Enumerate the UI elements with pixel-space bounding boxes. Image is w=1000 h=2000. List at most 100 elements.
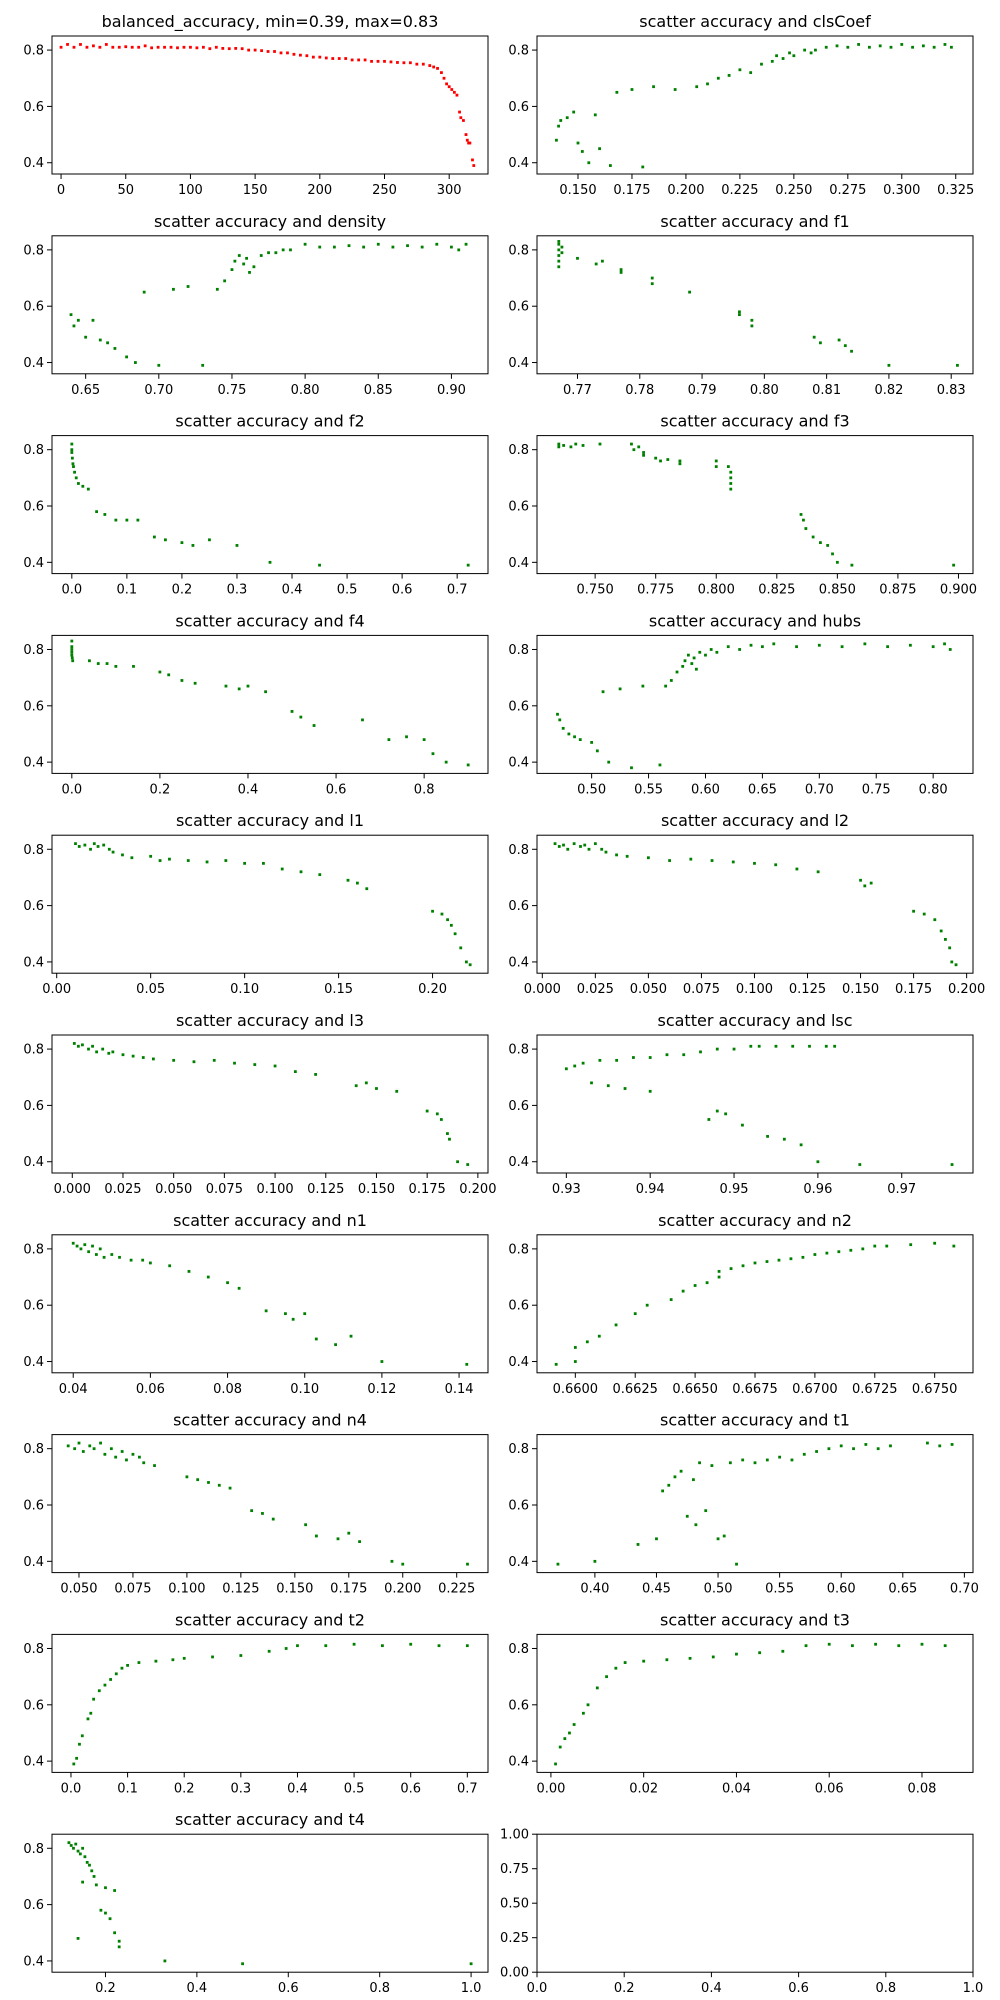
- x-tick-label: 0.100: [256, 1182, 293, 1197]
- data-point: [593, 1559, 597, 1563]
- data-point: [86, 487, 90, 491]
- data-points: [72, 1642, 469, 1766]
- x-tick-label: 0.6600: [553, 1382, 599, 1397]
- data-point: [554, 1362, 558, 1366]
- data-point: [465, 138, 469, 142]
- data-point: [67, 1841, 71, 1845]
- data-point: [69, 1844, 73, 1847]
- y-tick-label: 0.4: [508, 1755, 529, 1770]
- data-point: [568, 1731, 571, 1735]
- data-point: [760, 645, 764, 649]
- data-point: [71, 659, 75, 663]
- data-point: [91, 1044, 94, 1048]
- data-point: [681, 1289, 685, 1293]
- data-point: [214, 45, 218, 49]
- data-point: [753, 1461, 757, 1465]
- data-point: [758, 1651, 762, 1655]
- data-point: [182, 1656, 186, 1660]
- data-point: [396, 61, 399, 64]
- data-point: [70, 645, 74, 649]
- data-point: [192, 1060, 196, 1064]
- data-point: [74, 1842, 78, 1846]
- data-point: [593, 842, 597, 846]
- data-point: [274, 251, 278, 255]
- data-point: [118, 1255, 121, 1259]
- subplot-15: scatter accuracy and t1 0.40 0.45 0.50 0.55 0…: [508, 1411, 979, 1597]
- data-point: [363, 58, 367, 62]
- x-tick-label: 0.55: [634, 782, 663, 797]
- x-tick-label: 0.025: [577, 982, 614, 997]
- data-point: [88, 1444, 92, 1448]
- data-point: [580, 150, 584, 153]
- x-tick-label: 0.325: [937, 183, 974, 198]
- x-tick-label: 0.77: [563, 383, 592, 398]
- data-point: [261, 1512, 264, 1515]
- x-tick-label: 0.95: [720, 1182, 749, 1197]
- data-point: [446, 1132, 449, 1135]
- subplot-1: scatter accuracy and clsCoef 0.150 0.175 0.…: [508, 12, 974, 198]
- y-tick-label: 0.6: [23, 300, 44, 315]
- data-point: [863, 884, 867, 888]
- y-tick-label: 0.8: [23, 1642, 44, 1657]
- data-point: [817, 643, 821, 647]
- data-point: [425, 1109, 429, 1113]
- data-point: [73, 1447, 77, 1451]
- data-point: [572, 110, 576, 114]
- data-point: [109, 1678, 113, 1681]
- x-tick-label: 0.80: [750, 383, 779, 398]
- data-point: [809, 51, 813, 55]
- y-tick-label: 0.6: [508, 100, 529, 115]
- data-point: [464, 133, 468, 136]
- data-point: [271, 1517, 275, 1521]
- data-point: [750, 324, 754, 328]
- data-point: [435, 242, 439, 246]
- data-point: [572, 1723, 576, 1726]
- data-point: [952, 563, 956, 567]
- data-point: [101, 1047, 105, 1051]
- x-tick-label: 0.5: [337, 583, 358, 598]
- data-point: [642, 451, 645, 454]
- data-point: [775, 54, 778, 58]
- data-point: [107, 847, 111, 851]
- data-point: [164, 538, 167, 542]
- x-tick-label: 0.175: [409, 1182, 446, 1197]
- data-point: [70, 456, 74, 460]
- data-point: [70, 639, 74, 643]
- data-point: [824, 1044, 828, 1048]
- data-point: [420, 245, 424, 249]
- data-point: [652, 85, 655, 89]
- data-point: [698, 1461, 701, 1465]
- data-point: [110, 1253, 114, 1256]
- data-point: [816, 870, 820, 874]
- x-tick-label: 0.275: [829, 183, 866, 198]
- data-point: [405, 735, 408, 739]
- data-point: [148, 1261, 152, 1265]
- data-point: [79, 43, 82, 46]
- y-tick-label: 0.6: [23, 500, 44, 515]
- data-point: [185, 1475, 189, 1479]
- x-tick-label: 0.4: [238, 782, 259, 797]
- data-point: [289, 248, 292, 252]
- x-tick-label: 0.050: [630, 982, 667, 997]
- data-point: [442, 76, 446, 80]
- x-tick-label: 0.6: [392, 583, 413, 598]
- data-point: [151, 1057, 155, 1061]
- subplot-title: scatter accuracy and density: [154, 212, 386, 231]
- data-point: [239, 1654, 243, 1657]
- data-point: [952, 1244, 956, 1248]
- data-point: [78, 1852, 82, 1856]
- data-point: [714, 459, 718, 463]
- data-point: [681, 664, 685, 668]
- data-point: [667, 1483, 671, 1487]
- data-point: [207, 1481, 210, 1484]
- data-point: [948, 648, 952, 651]
- data-point: [74, 842, 77, 846]
- data-point: [765, 1260, 769, 1263]
- data-point: [710, 859, 714, 862]
- data-point: [129, 1258, 133, 1262]
- data-point: [273, 50, 276, 53]
- x-tick-label: 0.60: [691, 782, 720, 797]
- data-point: [858, 1163, 862, 1166]
- data-point: [750, 318, 754, 322]
- y-tick-label: 0.8: [23, 443, 44, 458]
